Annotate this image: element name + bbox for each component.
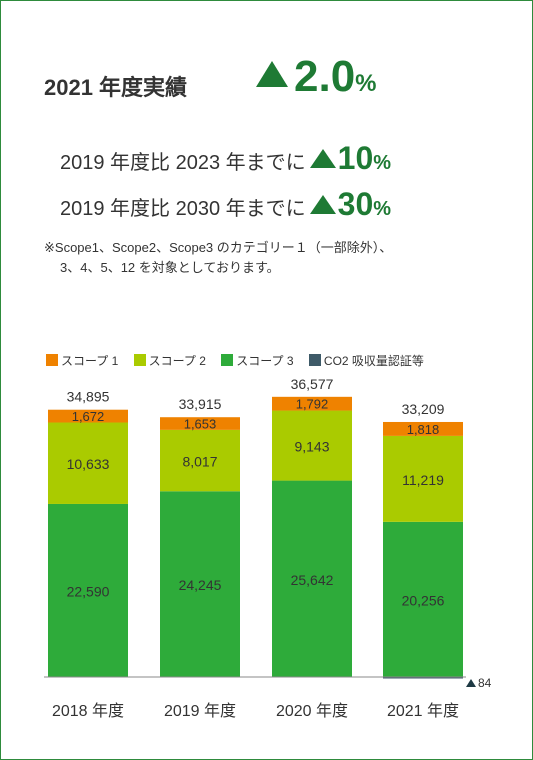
chart-legend: スコープ 1 スコープ 2 スコープ 3 CO2 吸収量認証等 xyxy=(46,352,436,369)
triangle-up-icon xyxy=(309,149,336,168)
data-label: 1,653 xyxy=(184,417,217,432)
total-label: 34,895 xyxy=(67,389,110,405)
total-label: 33,209 xyxy=(402,401,445,417)
legend-item-co2: CO2 吸収量認証等 xyxy=(308,352,424,369)
data-label: 22,590 xyxy=(67,583,110,599)
legend-swatch xyxy=(46,354,58,366)
category-label: 2019 年度 xyxy=(164,702,236,720)
legend-swatch xyxy=(133,354,146,366)
data-label: 25,642 xyxy=(291,572,334,588)
headline-number: 2.0 xyxy=(294,52,356,101)
scope-note: ※Scope1、Scope2、Scope3 のカテゴリー１（一部除外）、 3、4… xyxy=(44,238,392,278)
bar-segment-scope1 xyxy=(272,396,352,411)
co2-annotation: 84 xyxy=(466,676,491,690)
total-label: 36,577 xyxy=(291,376,334,392)
category-label: 2021 年度 xyxy=(387,702,459,720)
bar-segment-scope1 xyxy=(383,421,463,436)
target-value: 10 xyxy=(337,140,374,176)
bar-segment-scope3 xyxy=(272,480,352,677)
data-label: 8,017 xyxy=(182,454,217,470)
bar-segment-scope2 xyxy=(48,422,128,504)
legend-item-scope2: スコープ 2 xyxy=(133,352,206,369)
legend-item-scope1: スコープ 1 xyxy=(46,352,118,369)
target-2030: 2019 年度比 2030 年までに 30% xyxy=(60,186,391,223)
bar-segment-scope3 xyxy=(160,491,240,677)
target-label: 2019 年度比 2030 年までに xyxy=(60,198,306,220)
bar-segment-scope2 xyxy=(383,435,463,522)
legend-swatch xyxy=(308,354,321,366)
data-label: 9,143 xyxy=(294,439,329,455)
data-label: 20,256 xyxy=(402,592,445,608)
target-2023: 2019 年度比 2023 年までに 10% xyxy=(60,140,391,177)
triangle-up-icon xyxy=(466,679,476,687)
triangle-up-icon xyxy=(309,195,336,214)
target-unit: % xyxy=(373,152,392,174)
data-label: 11,219 xyxy=(402,472,444,488)
headline-label: 2021 年度実績 xyxy=(44,75,188,100)
triangle-up-icon xyxy=(256,61,288,87)
data-label: 1,818 xyxy=(407,422,440,437)
bar-segment-scope2 xyxy=(272,410,352,481)
category-label: 2020 年度 xyxy=(276,702,348,720)
bar-segment-scope1 xyxy=(160,417,240,430)
bar-segment-scope2 xyxy=(160,429,240,492)
target-unit: % xyxy=(373,198,392,220)
headline-unit: % xyxy=(355,70,377,97)
bar-segment-scope3 xyxy=(383,521,463,677)
bar-segment-scope1 xyxy=(48,409,128,423)
data-label: 10,633 xyxy=(67,456,110,472)
target-value: 30 xyxy=(337,186,374,222)
legend-swatch xyxy=(221,354,234,366)
bar-segment-co2 xyxy=(383,677,463,679)
bar-segment-scope3 xyxy=(48,503,128,677)
total-label: 33,915 xyxy=(179,396,222,412)
data-label: 24,245 xyxy=(179,577,222,593)
note-line-1: ※Scope1、Scope2、Scope3 のカテゴリー１（一部除外）、 xyxy=(44,240,393,255)
target-label: 2019 年度比 2023 年までに xyxy=(60,152,306,174)
note-line-2: 3、4、5、12 を対象としております。 xyxy=(60,260,280,275)
data-label: 1,792 xyxy=(296,397,329,412)
legend-item-scope3: スコープ 3 xyxy=(221,352,294,369)
data-label: 1,672 xyxy=(72,409,105,424)
headline-value: 2.0% xyxy=(256,52,377,102)
category-label: 2018 年度 xyxy=(52,702,124,720)
